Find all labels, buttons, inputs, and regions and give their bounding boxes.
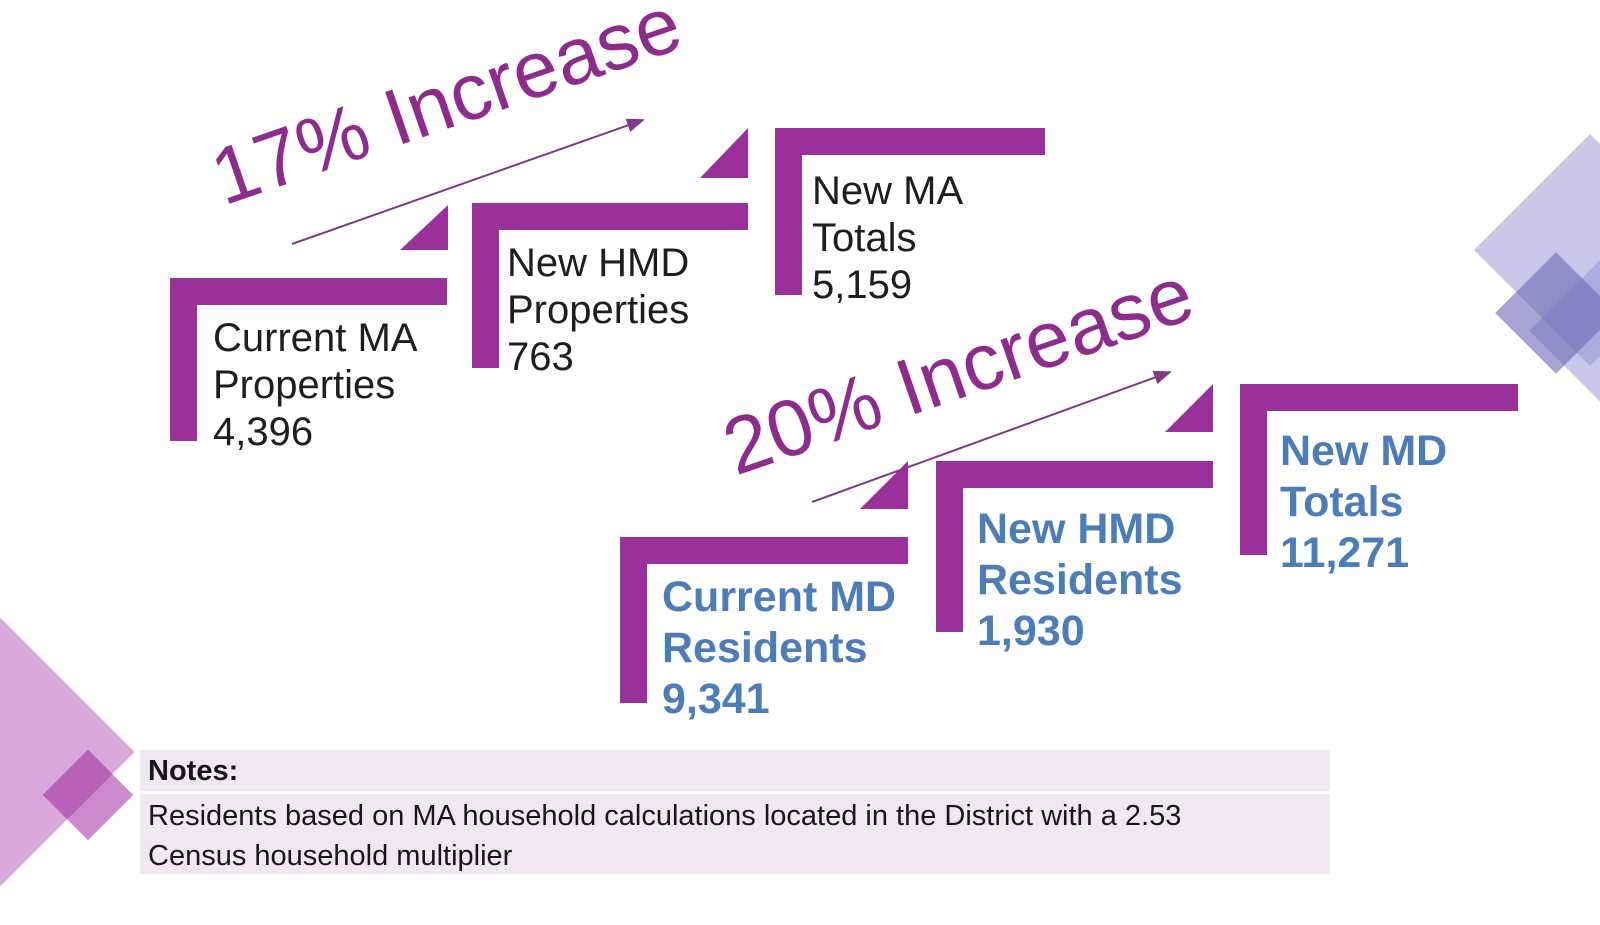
- step-label: New HMD Residents 1,930: [977, 504, 1183, 657]
- step-label: Current MA Properties 4,396: [213, 315, 418, 456]
- step-label: New MA Totals 5,159: [812, 168, 963, 309]
- notes-heading-row: Notes:: [140, 750, 1330, 791]
- step-bracket: [775, 128, 1045, 295]
- notes-body-line2: Census household multiplier: [148, 840, 513, 872]
- step-value: 4,396: [213, 410, 314, 454]
- step-title-line: Properties: [507, 288, 690, 332]
- step-bracket: [1240, 384, 1518, 555]
- step-title-line: Totals: [812, 216, 917, 260]
- step-value: 5,159: [812, 263, 913, 307]
- step-bracket: [472, 203, 748, 368]
- step-value: 763: [507, 335, 574, 379]
- step-value: 9,341: [662, 675, 770, 723]
- step-title-line: Residents: [662, 624, 868, 672]
- increase-arrow-17: [291, 118, 645, 245]
- step-value: 11,271: [1280, 529, 1410, 577]
- step-bracket: [936, 461, 1213, 632]
- step-title-line: Properties: [213, 363, 396, 407]
- step-title-line: New HMD: [507, 241, 690, 285]
- step-label: New MD Totals 11,271: [1280, 426, 1447, 579]
- step-title-line: Current MD: [662, 573, 897, 621]
- step-label: Current MD Residents 9,341: [662, 572, 896, 725]
- step-title-line: Residents: [977, 556, 1183, 604]
- step-bracket: [170, 278, 447, 441]
- step-title-line: New MA: [812, 169, 964, 213]
- increase-arrow-20: [811, 370, 1172, 503]
- notes-heading: Notes:: [148, 755, 239, 787]
- step-bracket: [620, 537, 908, 703]
- step-title-line: New HMD: [977, 505, 1176, 553]
- increase-arrows-layer: [291, 118, 1172, 503]
- step-title-line: Totals: [1280, 478, 1404, 526]
- step-title-line: New MD: [1280, 427, 1448, 475]
- notes-body-row: Residents based on MA household calculat…: [140, 794, 1330, 874]
- step-label: New HMD Properties 763: [507, 240, 689, 381]
- step-title-line: Current MA: [213, 316, 418, 360]
- step-value: 1,930: [977, 607, 1085, 655]
- notes-body-line1: Residents based on MA household calculat…: [148, 800, 1182, 832]
